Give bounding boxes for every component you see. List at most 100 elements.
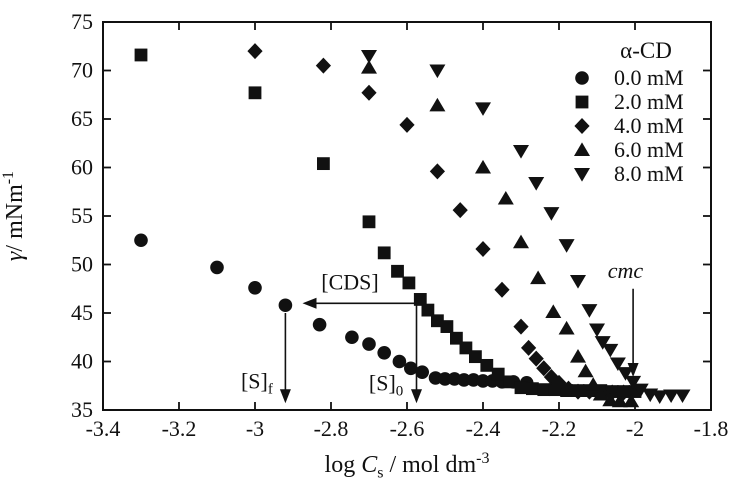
x-tick-label: -3.2 [162,416,197,441]
marker-diamond [528,350,544,367]
tick-labels: -3.4 -3.2 -3 -2.8 -2.6 -2.4 -2.2 -2 -1.8 35 40 45 50… [71,9,728,441]
marker-circle [248,280,262,295]
marker-circle [278,298,293,313]
marker-triangle-down [609,357,626,372]
marker-triangle-up [361,59,377,74]
y-tick-label: 40 [71,349,93,374]
marker-square [377,246,391,260]
marker-diamond [315,57,331,74]
arrow-head-left-icon [302,297,317,309]
legend-item-2-0-mm: 2.0 mM [575,89,684,114]
marker-circle [415,365,430,379]
legend-item-label: 0.0 mM [614,65,684,90]
y-tick-label: 55 [71,203,93,228]
marker-triangle-up [558,320,575,335]
y-axis-label: γ/ mNm-1 [0,171,28,261]
marker-triangle-up [585,377,602,391]
annotations: [CDS] [S]f [S]0 cmc [241,258,643,404]
marker-triangle-down [429,64,446,79]
legend-item-0-0-mm: 0.0 mM [575,65,684,90]
marker-square [503,375,516,389]
marker-triangle-down [632,383,649,398]
marker-circle [362,337,376,351]
marker-triangle-up [574,142,590,156]
arrow-head-down-icon [627,363,639,378]
marker-circle [404,361,418,376]
sf-arrow: [S]f [241,313,291,404]
y-tick-label: 50 [71,252,93,277]
marker-triangle-down [625,375,642,390]
legend-item-label: 2.0 mM [614,89,684,114]
marker-triangle-up [429,97,446,112]
marker-square [537,383,551,397]
x-tick-label: -2.6 [390,416,425,441]
marker-triangle-up [577,363,594,378]
marker-triangle-up [530,270,547,285]
sf-arrow-label: [S]f [241,369,273,398]
marker-triangle-down [570,274,586,289]
marker-triangle-down [594,336,611,350]
marker-diamond [536,360,552,377]
legend-item-label: 8.0 mM [614,161,684,186]
x-axis-title: log Cs / mol dm-3 [325,450,490,481]
cds-arrow: [CDS] [302,270,417,309]
marker-circle [392,354,407,369]
marker-diamond [521,339,537,356]
marker-triangle-up [623,393,640,408]
y-tick-label: 60 [71,155,93,180]
marker-diamond [452,202,468,219]
marker-triangle-down [528,177,545,191]
data-series [134,43,691,408]
marker-square [248,86,262,100]
marker-square [575,95,589,109]
marker-triangle-down [543,207,560,221]
marker-diamond [429,163,445,180]
x-tick-label: -1.8 [694,416,729,441]
marker-square [134,48,148,62]
marker-diamond [399,116,415,133]
marker-triangle-down [558,239,575,253]
marker-triangle-up [545,304,562,319]
marker-square [421,303,435,317]
marker-diamond [574,118,590,134]
y-tick-label: 65 [71,106,93,131]
x-tick-label: -3.4 [86,416,121,441]
marker-diamond [513,318,529,335]
x-tick-label: -2 [626,416,644,441]
marker-triangle-down [475,102,491,116]
x-axis-label: log Cs / mol dm-3 [325,450,490,481]
marker-circle [438,372,452,386]
y-tick-label: 35 [71,397,93,422]
marker-triangle-down [589,323,605,338]
y-tick-label: 75 [71,9,93,34]
marker-diamond [494,281,510,298]
marker-diamond [570,383,586,400]
marker-triangle-up [611,393,628,408]
marker-square [469,350,482,364]
y-tick-label: 45 [71,300,93,325]
legend-item-label: 4.0 mM [614,113,684,138]
marker-triangle-down [674,389,691,404]
legend-item-6-0-mm: 6.0 mM [574,137,684,162]
legend-title: α-CD [620,38,672,63]
marker-square [391,264,404,278]
tick-marks [102,21,712,411]
marker-circle [377,345,392,360]
x-tick-label: -2.4 [466,416,501,441]
y-tick-label: 70 [71,58,93,83]
marker-triangle-down [574,168,590,182]
x-tick-label: -2.2 [542,416,577,441]
s0-arrow: [S]0 [369,303,422,404]
marker-triangle-up [592,386,609,401]
marker-triangle-down [663,389,680,404]
marker-square [480,358,494,372]
series-4-0-mm [247,43,632,401]
marker-triangle-up [602,392,619,407]
marker-triangle-up [475,159,491,174]
s0-arrow-label: [S]0 [369,371,403,400]
marker-circle [457,373,471,387]
marker-square [450,331,463,345]
marker-square [402,276,416,290]
arrow-head-down-icon [279,389,291,404]
